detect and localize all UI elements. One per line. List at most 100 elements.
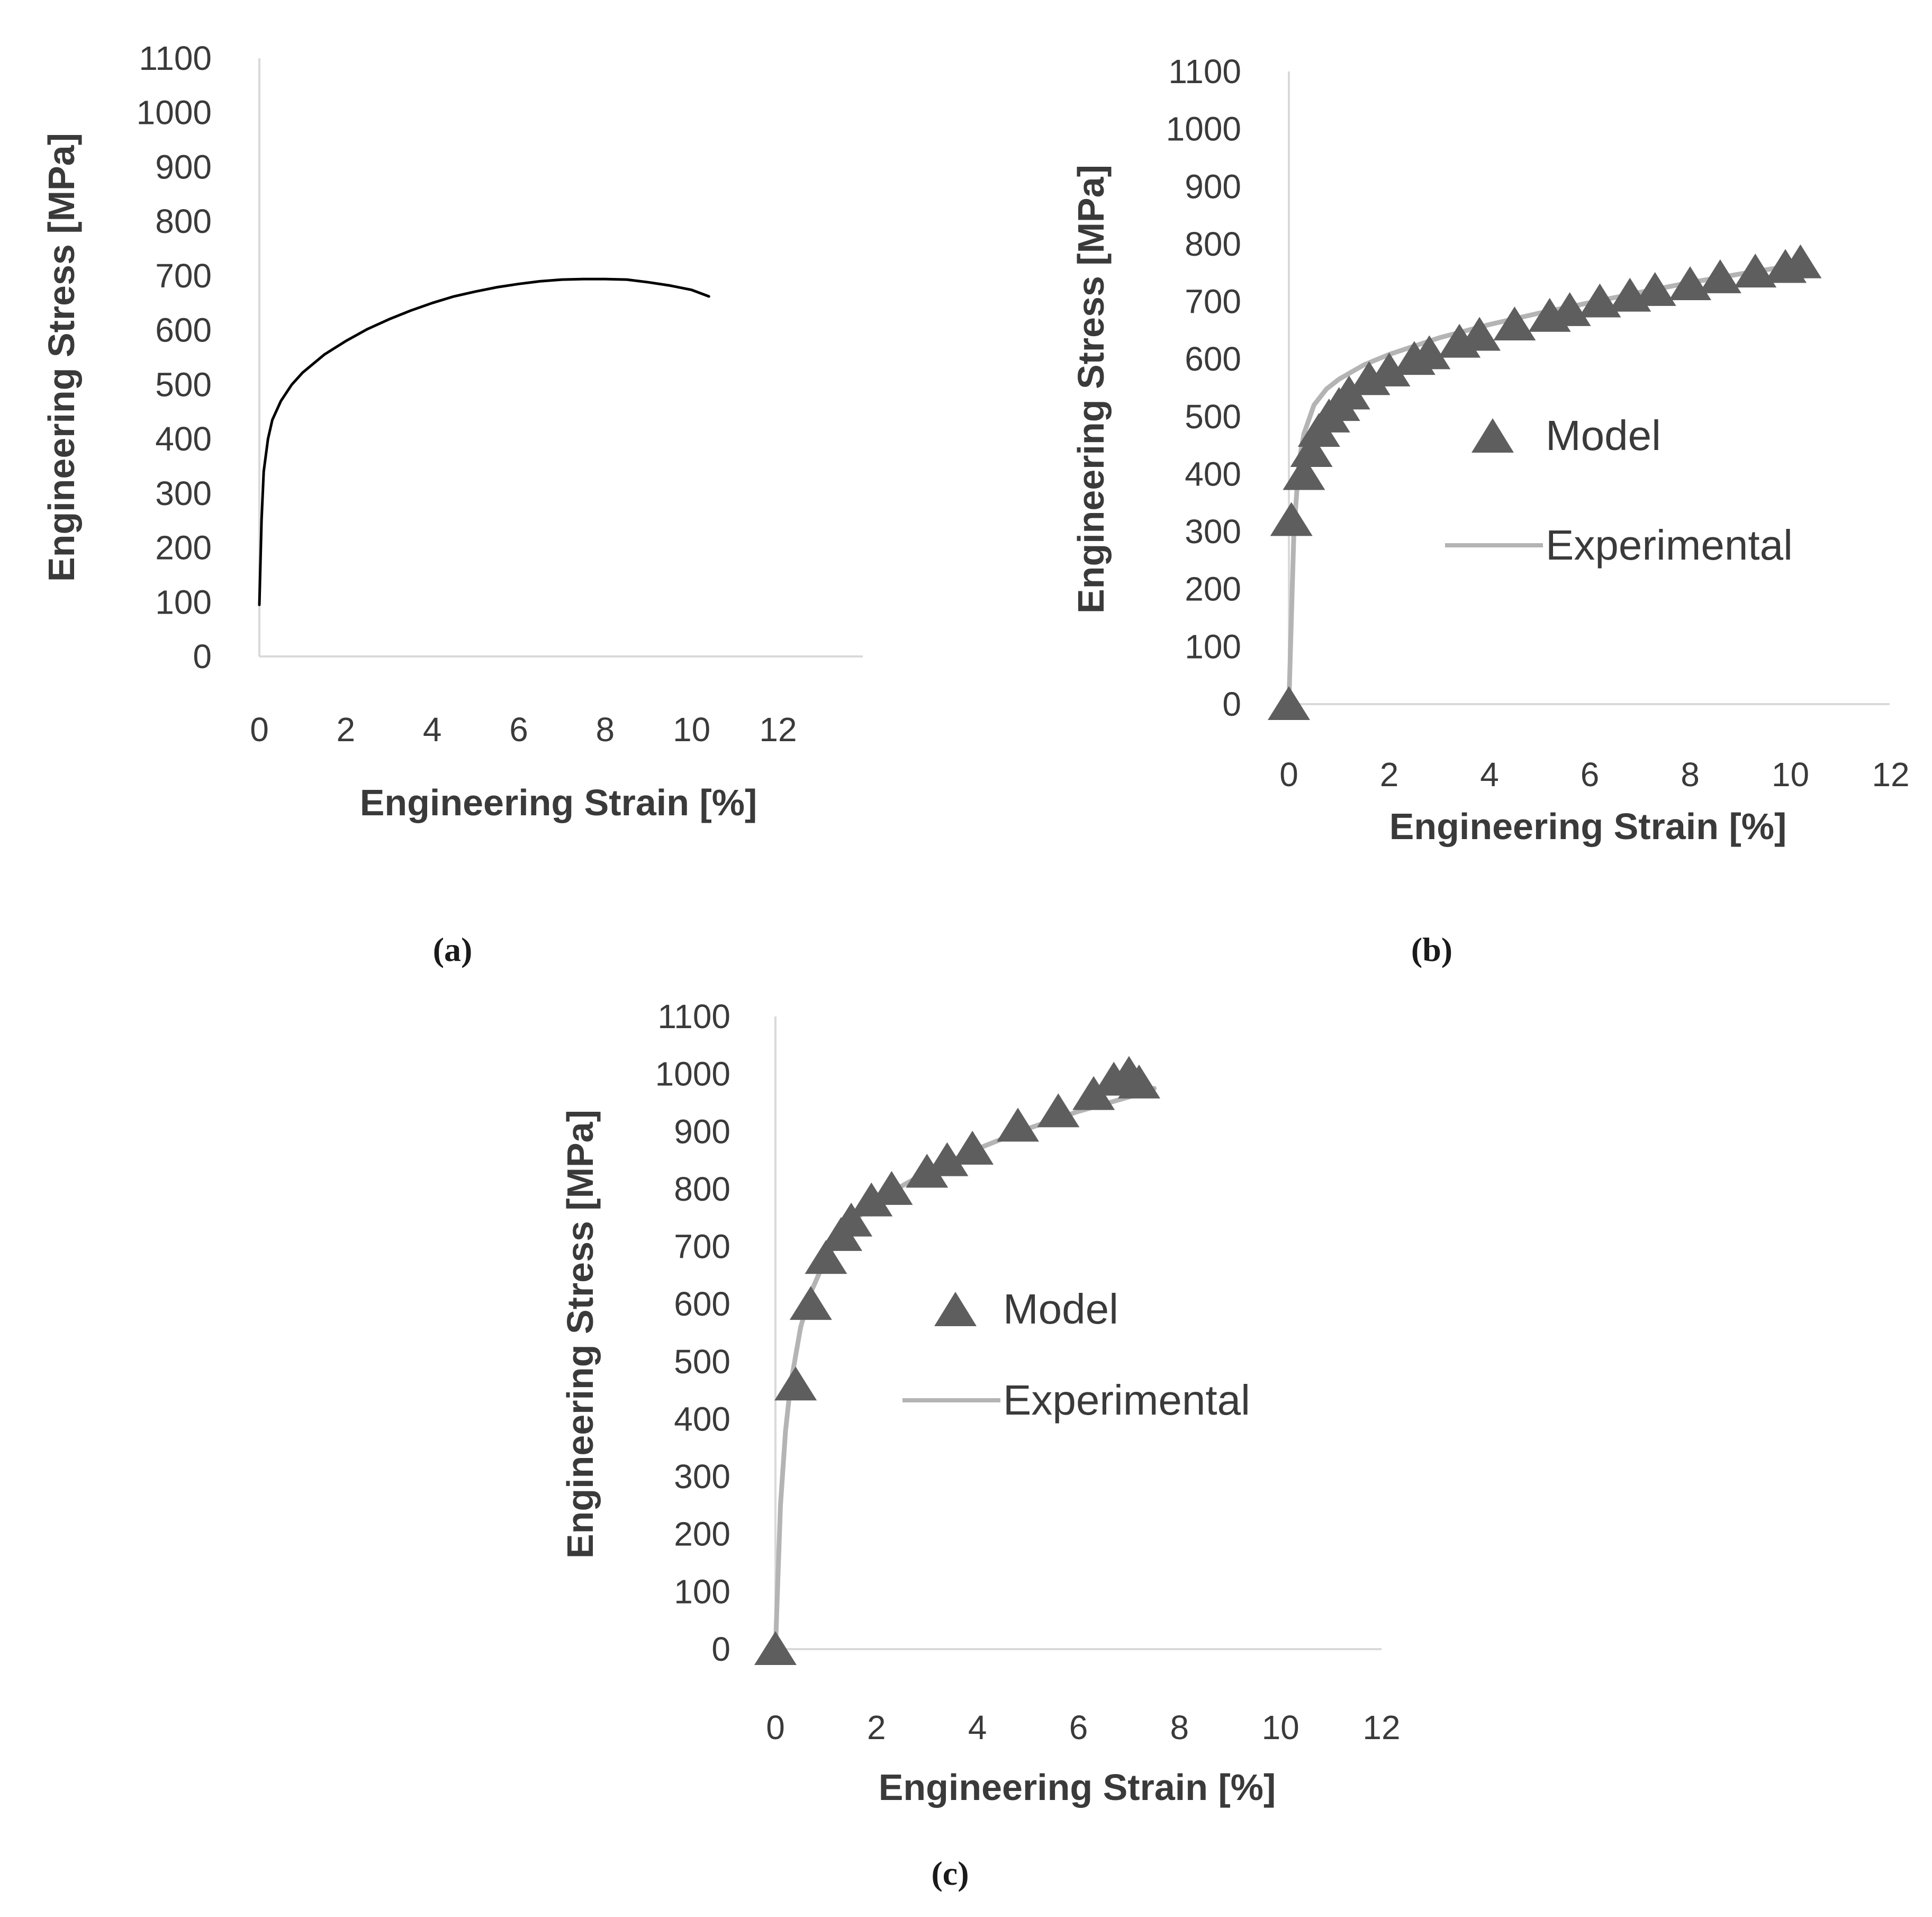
data-point-marker bbox=[870, 1171, 913, 1205]
data-point-marker bbox=[906, 1154, 949, 1188]
data-point-marker bbox=[1779, 244, 1822, 278]
data-point-marker bbox=[1493, 307, 1536, 340]
series-line bbox=[258, 277, 710, 606]
x-axis-title: Engineering Strain [%] bbox=[879, 1767, 1276, 1808]
y-tick-label: 1000 bbox=[137, 94, 212, 132]
x-tick-label: 2 bbox=[867, 1708, 886, 1747]
y-tick-label: 300 bbox=[155, 474, 212, 512]
series-layer bbox=[754, 1056, 1160, 1665]
y-tick-label: 900 bbox=[674, 1112, 730, 1150]
panel-label: (b) bbox=[1411, 931, 1452, 968]
x-tick-label: 6 bbox=[1581, 755, 1600, 794]
y-tick-label: 1100 bbox=[139, 39, 212, 77]
y-tick-label: 0 bbox=[711, 1630, 730, 1668]
x-tick-label: 8 bbox=[1681, 755, 1700, 794]
y-tick-label: 200 bbox=[674, 1515, 730, 1553]
y-tick-label: 0 bbox=[193, 637, 212, 676]
y-tick-label: 400 bbox=[674, 1400, 730, 1438]
y-tick-label: 100 bbox=[155, 583, 212, 621]
x-tick-label: 12 bbox=[759, 710, 797, 749]
series-layer bbox=[1268, 244, 1822, 720]
y-tick-label: 400 bbox=[155, 420, 212, 458]
y-tick-label: 700 bbox=[155, 257, 212, 295]
y-tick-label: 200 bbox=[155, 529, 212, 567]
x-tick-label: 10 bbox=[1262, 1708, 1299, 1747]
y-tick-label: 700 bbox=[1185, 283, 1241, 321]
x-tick-label: 0 bbox=[250, 710, 269, 749]
data-point-marker bbox=[1072, 1076, 1115, 1110]
panel-c: 0 100 200 300 400 500 600 700 800 900 1000 1100 0 2 4… bbox=[559, 997, 1401, 1892]
data-point-marker bbox=[805, 1240, 847, 1274]
x-tick-labels: 0 2 4 6 8 10 12 bbox=[1279, 755, 1909, 794]
y-tick-label: 600 bbox=[674, 1285, 730, 1323]
data-point-marker bbox=[1578, 283, 1621, 318]
x-tick-label: 6 bbox=[1069, 1708, 1088, 1747]
y-tick-label: 500 bbox=[155, 365, 212, 403]
legend-marker-model bbox=[934, 1292, 977, 1326]
data-point-marker bbox=[1037, 1093, 1080, 1128]
legend-label-experimental: Experimental bbox=[1003, 1376, 1250, 1424]
data-point-marker bbox=[1290, 433, 1333, 467]
y-tick-labels: 0 100 200 300 400 500 600 700 800 900 1000 1100 bbox=[1166, 52, 1241, 723]
panel-label: (c) bbox=[931, 1855, 969, 1892]
data-point-marker bbox=[1328, 375, 1370, 410]
series-layer bbox=[258, 277, 710, 606]
y-tick-label: 600 bbox=[1185, 340, 1241, 378]
y-tick-label: 1000 bbox=[655, 1055, 730, 1093]
legend-label-model: Model bbox=[1003, 1285, 1118, 1333]
data-point-marker bbox=[1408, 335, 1451, 370]
y-tick-label: 800 bbox=[155, 202, 212, 240]
x-tick-label: 4 bbox=[423, 710, 442, 749]
legend-label-experimental: Experimental bbox=[1546, 521, 1793, 569]
y-tick-labels: 0 100 200 300 400 500 600 700 800 900 1000 1100 bbox=[655, 997, 730, 1668]
legend: Model Experimental bbox=[902, 1285, 1250, 1424]
data-point-marker bbox=[997, 1108, 1039, 1142]
legend-marker-model bbox=[1471, 418, 1514, 453]
x-tick-labels: 0 2 4 6 8 10 12 bbox=[250, 710, 797, 749]
data-point-marker bbox=[1348, 361, 1391, 395]
y-tick-labels: 0 100 200 300 400 500 600 700 800 900 1000 1100 bbox=[137, 39, 212, 676]
y-tick-label: 800 bbox=[1185, 225, 1241, 263]
x-tick-label: 10 bbox=[1772, 755, 1809, 794]
y-axis-title: Engineering Stress [MPa] bbox=[41, 133, 82, 582]
x-tick-labels: 0 2 4 6 8 10 12 bbox=[766, 1708, 1400, 1747]
legend: Model Experimental bbox=[1445, 412, 1793, 569]
data-point-marker bbox=[951, 1130, 994, 1165]
y-tick-label: 900 bbox=[1185, 167, 1241, 205]
y-tick-label: 700 bbox=[674, 1228, 730, 1266]
x-tick-label: 6 bbox=[509, 710, 528, 749]
x-tick-label: 8 bbox=[596, 710, 615, 749]
y-tick-label: 300 bbox=[1185, 512, 1241, 551]
panel-label: (a) bbox=[433, 931, 473, 968]
x-tick-label: 0 bbox=[766, 1708, 785, 1747]
y-tick-label: 600 bbox=[155, 311, 212, 349]
y-tick-label: 200 bbox=[1185, 570, 1241, 608]
data-point-marker bbox=[789, 1286, 832, 1320]
data-point-marker bbox=[1270, 502, 1313, 536]
x-tick-label: 12 bbox=[1362, 1708, 1400, 1747]
x-tick-label: 10 bbox=[673, 710, 710, 749]
data-point-marker bbox=[926, 1142, 969, 1176]
y-tick-label: 500 bbox=[1185, 398, 1241, 436]
panel-a: 0 100 200 300 400 500 600 700 800 900 1000 1100 0 2 4… bbox=[41, 39, 863, 968]
x-tick-label: 2 bbox=[1380, 755, 1399, 794]
data-point-marker bbox=[1699, 259, 1741, 293]
data-point-marker bbox=[1458, 317, 1501, 351]
y-tick-label: 0 bbox=[1222, 685, 1241, 723]
data-point-marker bbox=[1268, 686, 1310, 720]
y-axis-title: Engineering Stress [MPa] bbox=[1070, 165, 1112, 614]
x-tick-label: 2 bbox=[337, 710, 356, 749]
y-tick-label: 1100 bbox=[657, 997, 730, 1036]
y-tick-label: 100 bbox=[1185, 627, 1241, 665]
x-axis-title: Engineering Strain [%] bbox=[1389, 806, 1787, 847]
y-tick-label: 300 bbox=[674, 1457, 730, 1496]
x-tick-label: 0 bbox=[1279, 755, 1298, 794]
data-point-marker bbox=[850, 1182, 893, 1217]
data-point-marker bbox=[830, 1202, 873, 1237]
y-tick-label: 100 bbox=[674, 1572, 730, 1610]
y-tick-label: 500 bbox=[674, 1343, 730, 1381]
x-axis-title: Engineering Strain [%] bbox=[360, 782, 757, 823]
data-point-marker bbox=[1283, 456, 1325, 490]
data-point-marker bbox=[1548, 292, 1591, 326]
y-tick-label: 400 bbox=[1185, 455, 1241, 493]
